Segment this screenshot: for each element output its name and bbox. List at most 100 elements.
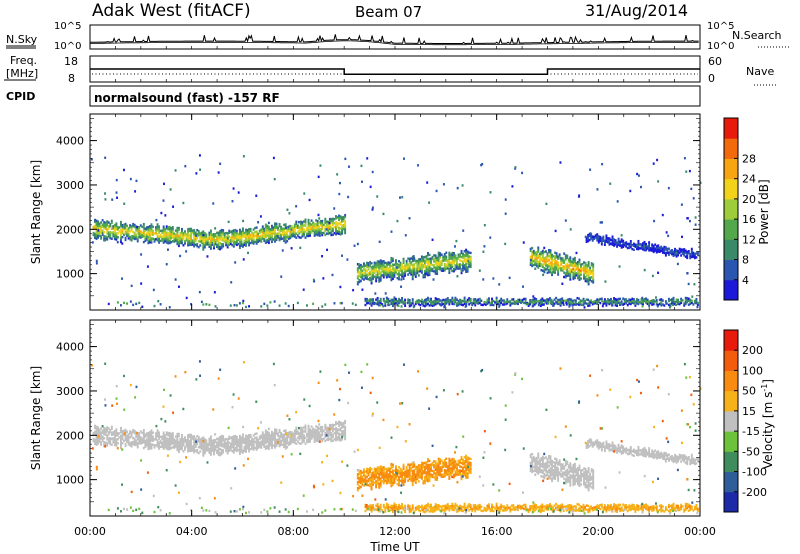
power-cell — [683, 254, 686, 257]
power-cell — [561, 299, 564, 302]
power-cell — [533, 301, 536, 304]
velocity-cell — [318, 439, 321, 442]
power-cell — [413, 267, 416, 270]
power-cell — [338, 232, 340, 235]
velocity-cell — [402, 467, 405, 471]
velocity-cell — [431, 473, 434, 477]
power-cell — [168, 231, 171, 235]
power-cell — [369, 262, 371, 266]
power-cell — [322, 277, 325, 280]
power-cell — [185, 237, 188, 240]
power-cell — [497, 302, 500, 306]
power-cell — [529, 303, 532, 306]
power-cell — [459, 255, 461, 258]
power-cell — [97, 220, 100, 223]
velocity-cell — [428, 477, 431, 481]
power-cell — [629, 241, 632, 245]
power-cell — [554, 255, 557, 258]
power-cell — [404, 270, 407, 273]
power-cell — [164, 236, 167, 239]
power-cell — [104, 225, 107, 228]
velocity-cell — [229, 446, 232, 450]
velocity-cell — [449, 469, 452, 472]
velocity-cell — [322, 429, 325, 433]
velocity-cell — [127, 433, 130, 436]
velocity-cell — [136, 438, 139, 441]
velocity-cell — [338, 436, 340, 439]
velocity-cell — [310, 425, 313, 428]
power-cell — [614, 303, 617, 307]
power-cell — [428, 257, 431, 261]
power-cell — [257, 234, 260, 237]
velocity-cell — [336, 432, 339, 435]
power-cell — [504, 300, 507, 304]
velocity-cell — [312, 427, 315, 430]
velocity-cell — [309, 440, 312, 443]
power-cell — [677, 254, 680, 257]
power-cell — [307, 218, 310, 222]
velocity-cell — [378, 476, 381, 479]
power-cell — [588, 232, 591, 236]
power-cell — [433, 264, 436, 267]
velocity-cell — [116, 432, 119, 435]
power-cell — [213, 243, 215, 246]
power-cell — [264, 233, 267, 236]
velocity-cell — [272, 432, 275, 435]
power-cell — [248, 243, 251, 247]
power-cell — [567, 300, 570, 303]
power-cell — [208, 245, 211, 249]
power-cell — [527, 302, 530, 305]
power-cell — [208, 243, 211, 247]
power-cell — [558, 267, 561, 270]
velocity-cell — [325, 426, 328, 429]
power-cell — [161, 235, 164, 238]
power-cell — [167, 234, 170, 237]
power-cell — [293, 229, 296, 232]
power-cell — [289, 234, 292, 238]
power-cell — [563, 252, 566, 255]
velocity-cell — [459, 461, 461, 464]
power-cell — [375, 273, 378, 277]
velocity-cell — [103, 441, 106, 444]
power-cell — [241, 227, 244, 230]
velocity-cell — [460, 455, 463, 459]
velocity-cell — [241, 441, 244, 444]
power-cell — [543, 270, 546, 274]
velocity-cell — [431, 475, 434, 479]
velocity-cell — [420, 465, 423, 468]
velocity-cell — [344, 429, 347, 433]
power-cell — [371, 170, 374, 174]
velocity-cell — [168, 443, 171, 447]
velocity-cell — [413, 477, 416, 480]
velocity-cell — [139, 436, 142, 439]
velocity-cell — [335, 435, 337, 438]
velocity-cell — [260, 436, 263, 439]
velocity-cell — [141, 437, 144, 441]
y-tick-label: 2000 — [56, 223, 84, 236]
velocity-cell — [121, 441, 124, 445]
power-cell — [168, 235, 171, 239]
power-cell — [302, 220, 305, 223]
power-cell — [238, 230, 241, 234]
power-cell — [315, 229, 318, 232]
velocity-cell — [203, 444, 206, 447]
power-cell — [439, 266, 442, 269]
velocity-cell — [200, 439, 203, 442]
power-cell — [306, 232, 308, 236]
power-cell — [408, 259, 411, 263]
velocity-cell — [103, 437, 106, 440]
velocity-cell — [440, 469, 443, 472]
velocity-cell — [245, 436, 247, 439]
velocity-cell — [286, 432, 289, 435]
velocity-cell — [159, 441, 162, 445]
velocity-cell — [437, 469, 440, 472]
power-cell — [95, 219, 98, 223]
power-cell — [413, 273, 416, 276]
velocity-cell — [185, 441, 188, 444]
power-cell — [275, 226, 278, 230]
power-cell — [359, 279, 362, 283]
power-cell — [243, 233, 246, 237]
power-cell — [622, 243, 625, 247]
velocity-cell — [177, 448, 180, 452]
power-cell — [551, 267, 553, 271]
